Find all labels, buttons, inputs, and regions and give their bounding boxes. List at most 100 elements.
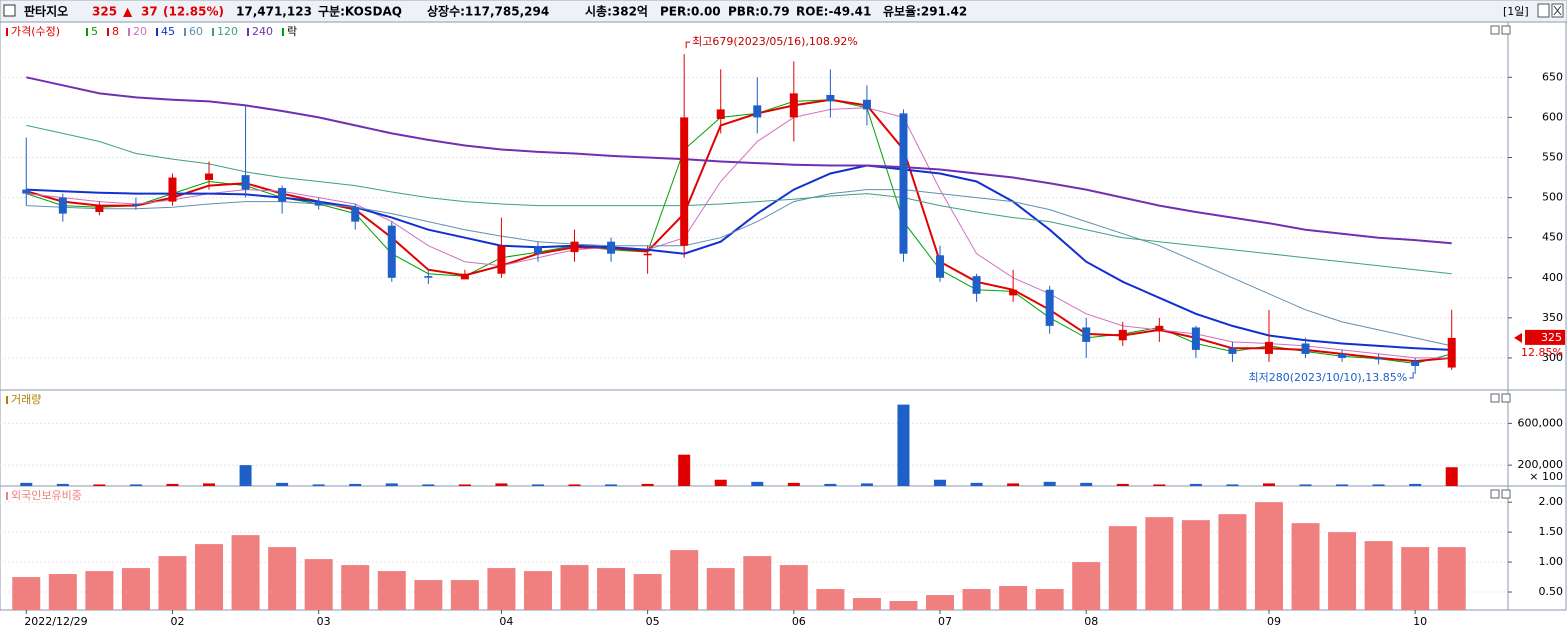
bar xyxy=(239,465,252,486)
bar xyxy=(341,565,370,610)
bar xyxy=(349,483,362,486)
legend-label: 5 xyxy=(91,25,98,38)
cap: 시총:382억 xyxy=(585,4,648,19)
bar xyxy=(56,483,69,486)
bar xyxy=(523,571,552,610)
bar xyxy=(926,595,955,610)
bar xyxy=(312,484,325,486)
panel-button[interactable] xyxy=(1501,25,1511,35)
panel-button[interactable] xyxy=(1490,393,1500,403)
bar xyxy=(897,404,910,486)
candle-body xyxy=(1228,348,1237,354)
legend-swatch xyxy=(6,28,8,36)
change: 37 xyxy=(141,5,158,19)
high-arrow xyxy=(685,41,691,49)
candle-body xyxy=(95,205,104,213)
candle-body xyxy=(607,241,616,254)
bar xyxy=(129,484,142,486)
candle-body xyxy=(753,105,762,118)
candle-body xyxy=(1009,289,1018,296)
y-tick-label: 300 xyxy=(1542,351,1563,364)
candle-body xyxy=(58,197,67,214)
legend-label: 락 xyxy=(287,25,297,38)
arrow: ▲ xyxy=(123,5,133,19)
bar xyxy=(1153,484,1166,486)
bar xyxy=(1291,523,1320,610)
bar xyxy=(231,535,260,610)
legend-swatch xyxy=(212,28,214,36)
candle-body xyxy=(314,201,323,206)
y-tick-label: 450 xyxy=(1542,231,1563,244)
bar xyxy=(1401,547,1430,610)
roe: ROE:-49.41 xyxy=(796,5,871,19)
y-tick-label: 650 xyxy=(1542,70,1563,83)
price-tag xyxy=(1525,329,1565,345)
price-tag-label: 325 xyxy=(1541,331,1562,344)
legend-swatch xyxy=(156,28,158,36)
bar xyxy=(743,556,772,610)
unit-label: × 100 xyxy=(1529,470,1563,483)
bar xyxy=(268,547,297,610)
ma-line xyxy=(26,124,1452,275)
legend-swatch xyxy=(6,396,8,404)
panel-button[interactable] xyxy=(1501,489,1511,499)
bar xyxy=(1181,520,1210,610)
bar xyxy=(824,483,837,486)
candle-body xyxy=(22,189,31,194)
pbr: PBR:0.79 xyxy=(728,5,790,19)
candle-body xyxy=(497,245,506,274)
bar xyxy=(531,484,544,486)
bar xyxy=(1145,517,1174,610)
bar xyxy=(1372,484,1385,486)
checkbox[interactable] xyxy=(3,4,16,17)
candle-body xyxy=(789,93,798,118)
bar xyxy=(414,580,443,610)
bar xyxy=(12,577,41,610)
panel-button[interactable] xyxy=(1490,25,1500,35)
y-tick-label: 500 xyxy=(1542,191,1563,204)
candle-body xyxy=(936,255,945,278)
close-icon xyxy=(1553,5,1562,16)
legend-label: 20 xyxy=(133,25,147,38)
period[interactable]: [1일] xyxy=(1503,4,1529,18)
bar xyxy=(1254,502,1283,610)
bar xyxy=(377,571,406,610)
bar xyxy=(1007,483,1020,486)
bar xyxy=(422,484,435,486)
candle-body xyxy=(1045,289,1054,326)
price: 325 xyxy=(92,5,117,19)
legend-swatch xyxy=(247,28,249,36)
bar xyxy=(1043,481,1056,486)
bar xyxy=(93,484,106,486)
bar xyxy=(1409,483,1422,486)
candle-body xyxy=(241,175,250,190)
bar xyxy=(889,601,918,610)
panel-button[interactable] xyxy=(1490,489,1500,499)
x-tick-label: 02 xyxy=(170,615,184,628)
candle-body xyxy=(972,276,981,294)
candle-body xyxy=(680,117,689,246)
x-tick-label: 10 xyxy=(1413,615,1427,628)
bar xyxy=(970,482,983,486)
candle-body xyxy=(570,241,579,253)
bar xyxy=(641,483,654,486)
ma-line xyxy=(26,76,1452,245)
bar xyxy=(1445,467,1458,486)
legend-swatch xyxy=(184,28,186,36)
ma-line xyxy=(26,164,1452,351)
change-pct: (12.85%) xyxy=(163,5,224,19)
bar xyxy=(670,550,699,610)
bar xyxy=(852,598,881,610)
ma-line xyxy=(26,99,1452,365)
bar xyxy=(450,580,479,610)
bar xyxy=(1116,483,1129,486)
high-annotation: 최고679(2023/05/16),108.92% xyxy=(692,35,858,48)
candle-body xyxy=(1411,361,1420,366)
y-tick-label: 200,000 xyxy=(1518,458,1564,471)
bar xyxy=(495,483,508,486)
minimize-button[interactable] xyxy=(1537,3,1550,18)
bar xyxy=(20,482,33,486)
bar xyxy=(1364,541,1393,610)
panel-button[interactable] xyxy=(1501,393,1511,403)
